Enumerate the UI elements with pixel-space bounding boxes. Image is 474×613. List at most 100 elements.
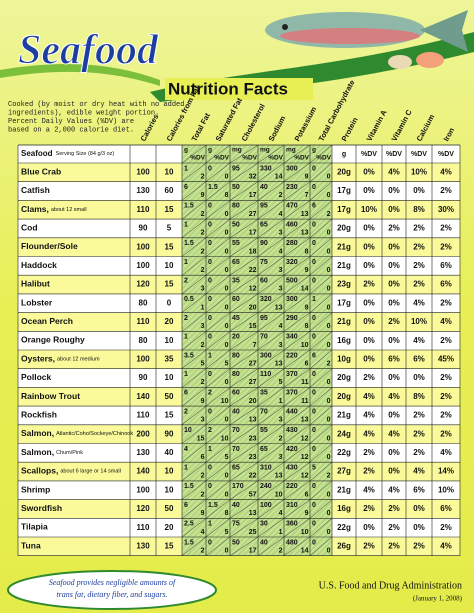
cell-value: 2% — [413, 261, 425, 270]
percent-dv: 2 — [279, 548, 283, 555]
seafood-name: Salmon, Atlantic/Coho/Sockeye/Chinook — [21, 428, 133, 438]
cell-diagonal — [229, 480, 259, 500]
agency: U.S. Food and Drug Administration — [319, 580, 462, 591]
amount: 20 — [232, 334, 240, 341]
percent-dv: 5 — [225, 361, 229, 368]
percent-dv: 14 — [301, 286, 309, 293]
footer-note-oval — [7, 570, 217, 610]
amount: 0 — [312, 165, 316, 172]
percent-dv: 0 — [327, 230, 331, 237]
amount: 75 — [260, 259, 268, 266]
cell-value: 14% — [438, 467, 454, 476]
cell-value: 0% — [363, 167, 375, 176]
cell-value: 2% — [413, 429, 425, 438]
cell-diagonal — [205, 200, 231, 220]
cell-value: 6% — [440, 280, 452, 289]
percent-dv: 0 — [225, 473, 229, 480]
percent-dv: 8 — [305, 323, 309, 330]
seafood-name-text: Scallops, — [21, 466, 58, 476]
percent-dv: 27 — [249, 211, 257, 218]
percent-dv: 0 — [327, 323, 331, 330]
percent-dv: 0 — [327, 304, 331, 311]
cell-value: 17g — [337, 186, 351, 195]
percent-dv: 17 — [249, 192, 257, 199]
amount: 60 — [260, 278, 268, 285]
intro: Cooked (by moist or dry heat with no add… — [8, 101, 184, 135]
amount: 1.5 — [184, 483, 194, 490]
percent-dv: 0 — [327, 267, 331, 274]
amount: 6 — [184, 502, 188, 509]
cell-value: 110 — [137, 205, 150, 214]
seafood-name: Oysters, about 12 medium — [21, 354, 100, 364]
percent-dv: 0 — [225, 379, 229, 386]
percent-dv: 0 — [225, 230, 229, 237]
unit-label: g — [208, 147, 212, 154]
amount: 2 — [184, 408, 188, 415]
cell-value: 2% — [413, 280, 425, 289]
cell-value: 4% — [363, 411, 375, 420]
cell-value: 26g — [337, 541, 351, 550]
amount: 80 — [232, 352, 240, 359]
cell-diagonal — [181, 237, 207, 257]
cell-diagonal — [205, 218, 231, 238]
amount: 2 — [184, 278, 188, 285]
cell-diagonal — [229, 256, 259, 276]
amount: 2.5 — [184, 521, 194, 528]
amount: 280 — [286, 240, 298, 247]
cell-value: 10 — [165, 336, 174, 345]
cell-diagonal — [309, 518, 333, 538]
cell-diagonal — [181, 387, 207, 407]
cell-value: 0% — [388, 467, 400, 476]
amount: 300 — [286, 165, 298, 172]
amount: 0 — [208, 371, 212, 378]
percent-dv: 4 — [279, 248, 283, 255]
cell-diagonal — [309, 368, 333, 388]
percent-dv: 0 — [327, 417, 331, 424]
cell-value: 6% — [388, 354, 400, 363]
cell-value: 100 — [136, 242, 150, 251]
cell-value: 120 — [136, 504, 150, 513]
percent-dv: 6 — [305, 491, 309, 498]
amount: 420 — [286, 446, 298, 453]
percent-dv: 13 — [301, 230, 309, 237]
cell-value: 2% — [363, 541, 375, 550]
cell-diagonal — [257, 218, 285, 239]
cell-diagonal — [181, 518, 207, 538]
percent-dv: 2 — [327, 361, 331, 368]
cell-diagonal — [309, 256, 333, 276]
cell-diagonal — [181, 218, 207, 238]
cell-diagonal — [257, 331, 285, 351]
seafood-name-text: Clams, — [21, 204, 49, 214]
percent-dv: 2 — [201, 267, 205, 274]
percent-dv: 9 — [305, 174, 309, 181]
cell-diagonal — [257, 256, 285, 276]
percent-dv: 10 — [275, 491, 283, 498]
cell-diagonal — [257, 293, 285, 313]
amount: 95 — [260, 315, 268, 322]
percent-dv: 0 — [327, 529, 331, 536]
percent-dv: 1 — [279, 529, 283, 536]
amount: 1 — [184, 165, 188, 172]
seafood-name-text: Tuna — [21, 541, 41, 551]
percent-dv: 0 — [327, 174, 331, 181]
cell-value: 4% — [388, 429, 400, 438]
percent-dv: 3 — [279, 230, 283, 237]
amount: 35 — [260, 390, 268, 397]
amount: 0 — [312, 390, 316, 397]
amount: 70 — [232, 427, 240, 434]
amount: 30 — [260, 521, 268, 528]
cell-diagonal — [257, 387, 285, 407]
cell-value: 0% — [413, 523, 425, 532]
cell-value: 10 — [165, 467, 174, 476]
cell-diagonal — [181, 443, 207, 463]
cell-diagonal — [309, 443, 333, 463]
cell-value: 110 — [137, 317, 150, 326]
cell-value: 4% — [388, 392, 400, 401]
cell-value: 0% — [388, 373, 400, 382]
intro-line: based on a 2,000 calorie diet. — [8, 126, 134, 134]
amount: 370 — [286, 371, 298, 378]
cell-diagonal — [205, 331, 231, 351]
name-header: Seafood Serving Size (84 g/3 oz) — [21, 149, 114, 158]
percent-dv: 2 — [201, 491, 205, 498]
